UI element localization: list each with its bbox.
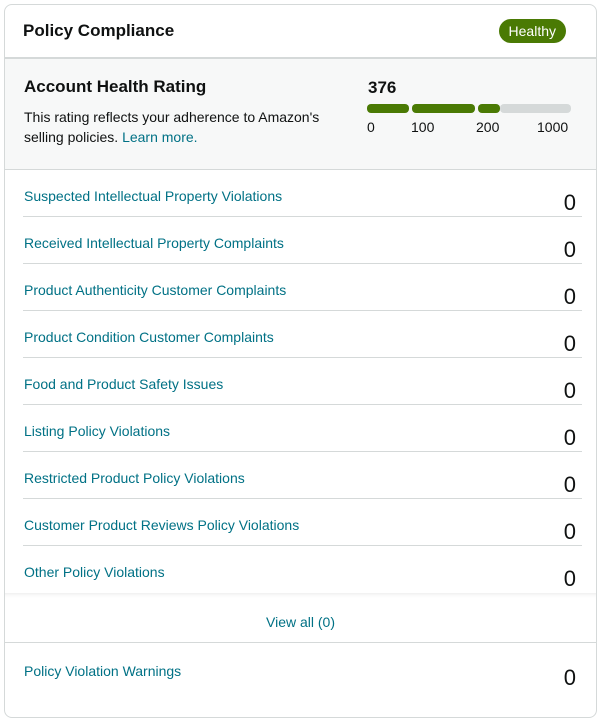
rating-description: This rating reflects your adherence to A… bbox=[24, 107, 344, 147]
violation-count: 0 bbox=[563, 425, 576, 450]
rating-score: 376 bbox=[368, 78, 397, 97]
rating-tick-200: 200 bbox=[476, 119, 500, 135]
violation-count: 0 bbox=[563, 237, 576, 262]
policy-compliance-card: Policy Compliance Healthy Account Health… bbox=[4, 4, 597, 718]
violation-count: 0 bbox=[563, 284, 576, 309]
rating-description-text: This rating reflects your adherence to A… bbox=[24, 109, 320, 145]
violation-count: 0 bbox=[563, 566, 576, 591]
violation-link[interactable]: Listing Policy Violations bbox=[24, 423, 171, 439]
list-item: Food and Product Safety Issues 0 bbox=[23, 358, 582, 405]
violations-list: Suspected Intellectual Property Violatio… bbox=[5, 170, 596, 593]
view-all-section: View all (0) bbox=[5, 593, 596, 643]
list-item: Product Condition Customer Complaints 0 bbox=[23, 311, 582, 358]
violation-count: 0 bbox=[563, 190, 576, 215]
card-header: Policy Compliance Healthy bbox=[5, 5, 596, 59]
rating-bar-segment-2 bbox=[412, 104, 475, 113]
view-all-link[interactable]: View all (0) bbox=[266, 613, 335, 630]
violation-count: 0 bbox=[563, 378, 576, 403]
list-item: Other Policy Violations 0 bbox=[23, 546, 582, 593]
violation-link[interactable]: Food and Product Safety Issues bbox=[24, 376, 224, 392]
list-item: Listing Policy Violations 0 bbox=[23, 405, 582, 452]
list-item: Product Authenticity Customer Complaints… bbox=[23, 264, 582, 311]
list-item: Received Intellectual Property Complaint… bbox=[23, 217, 582, 264]
status-badge: Healthy bbox=[498, 19, 566, 43]
violation-link[interactable]: Product Authenticity Customer Complaints bbox=[24, 282, 287, 298]
list-item: Customer Product Reviews Policy Violatio… bbox=[23, 499, 582, 546]
violation-link[interactable]: Received Intellectual Property Complaint… bbox=[24, 235, 284, 251]
card-title: Policy Compliance bbox=[23, 21, 175, 40]
rating-bar-remaining bbox=[500, 104, 571, 113]
list-item: Restricted Product Policy Violations 0 bbox=[23, 452, 582, 499]
rating-tick-1000: 1000 bbox=[537, 119, 569, 135]
list-item: Suspected Intellectual Property Violatio… bbox=[23, 170, 582, 217]
rating-tick-100: 100 bbox=[411, 119, 435, 135]
violation-link[interactable]: Product Condition Customer Complaints bbox=[24, 329, 274, 345]
rating-bar-segment-1 bbox=[367, 104, 409, 113]
violation-count: 0 bbox=[563, 472, 576, 497]
rating-title: Account Health Rating bbox=[24, 77, 207, 96]
rating-tick-0: 0 bbox=[367, 119, 375, 135]
policy-warnings-count: 0 bbox=[563, 665, 576, 690]
violation-count: 0 bbox=[563, 519, 576, 544]
violation-count: 0 bbox=[563, 331, 576, 356]
rating-bar bbox=[367, 104, 571, 113]
rating-bar-segment-3 bbox=[478, 104, 500, 113]
violation-link[interactable]: Other Policy Violations bbox=[24, 564, 165, 580]
violation-link[interactable]: Suspected Intellectual Property Violatio… bbox=[24, 188, 283, 204]
policy-warnings-row: Policy Violation Warnings 0 bbox=[5, 643, 596, 709]
violation-link[interactable]: Customer Product Reviews Policy Violatio… bbox=[24, 517, 300, 533]
violation-link[interactable]: Restricted Product Policy Violations bbox=[24, 470, 245, 486]
policy-warnings-link[interactable]: Policy Violation Warnings bbox=[24, 663, 182, 679]
account-health-rating: Account Health Rating This rating reflec… bbox=[5, 59, 596, 170]
learn-more-link[interactable]: Learn more. bbox=[122, 129, 198, 145]
